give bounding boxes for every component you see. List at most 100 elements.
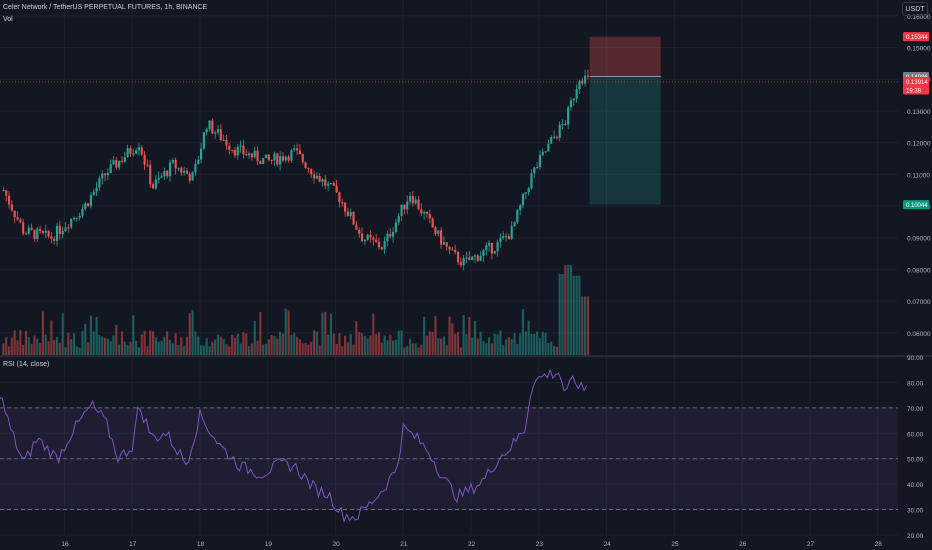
candle-body	[276, 153, 279, 165]
rsi-label[interactable]: RSI (14, close)	[3, 361, 50, 368]
price-tick-label: 0.12000	[907, 141, 931, 148]
candle-body	[270, 159, 273, 161]
price-badge-label: 0.10044	[906, 203, 928, 209]
volume-bar	[199, 345, 203, 355]
volume-bar	[202, 345, 205, 355]
volume-bar	[89, 315, 92, 355]
candle-body	[406, 201, 409, 210]
volume-bar	[154, 337, 157, 355]
volume-bar	[50, 320, 53, 355]
volume-bar	[321, 312, 324, 355]
candle-body	[53, 238, 56, 241]
volume-bar	[536, 331, 539, 355]
volume-bar	[544, 332, 547, 355]
volume-bar	[160, 340, 163, 355]
volume-bar	[471, 337, 474, 355]
candle-body	[555, 136, 558, 138]
volume-bar	[151, 331, 155, 355]
volume-bar	[380, 342, 383, 355]
rsi-tick-label: 30.00	[907, 508, 924, 515]
candle-body	[67, 227, 70, 229]
candle-body	[225, 139, 228, 146]
candle-body	[544, 151, 547, 153]
position-tool[interactable]	[0, 36, 898, 205]
candle-body	[16, 217, 19, 220]
candle-body	[36, 228, 39, 240]
candle-body	[115, 160, 118, 168]
candle-body	[214, 132, 217, 134]
volume-bar	[527, 320, 530, 355]
price-badge-label: 0.13914	[906, 80, 928, 86]
volume-bar	[454, 333, 457, 355]
volume-bar	[344, 335, 347, 355]
volume-bar	[304, 342, 307, 355]
volume-bar	[394, 339, 397, 355]
time-tick-label: 24	[604, 541, 612, 548]
volume-bar	[442, 336, 445, 355]
candle-body	[538, 155, 541, 168]
time-tick-label: 16	[61, 541, 69, 548]
candle-body	[160, 176, 163, 178]
candle-body	[290, 150, 293, 161]
time-tick-label: 22	[468, 541, 476, 548]
volume-bar	[36, 338, 39, 355]
candle-body	[490, 242, 493, 254]
volume-bar	[496, 334, 499, 355]
volume-bar	[115, 324, 118, 355]
volume-bar	[312, 330, 316, 355]
candle-body	[50, 236, 53, 239]
candle-body	[329, 183, 333, 185]
price-tick-label: 0.15000	[907, 46, 931, 53]
candle-body	[462, 258, 465, 266]
volume-label[interactable]: Vol	[3, 16, 13, 23]
candle-body	[287, 156, 290, 161]
candle-body	[143, 154, 146, 165]
candle-body	[231, 149, 234, 151]
volume-bar	[92, 331, 95, 355]
candle-body	[55, 225, 59, 241]
candle-body	[112, 160, 115, 165]
candle-body	[392, 232, 395, 237]
volume-bar	[403, 347, 406, 355]
candle-body	[298, 150, 301, 155]
volume-bar	[533, 333, 536, 355]
volume-bar	[428, 331, 431, 355]
time-tick-label: 25	[671, 541, 679, 548]
symbol-title[interactable]: Celer Network / TetherUS PERPETUAL FUTUR…	[3, 4, 208, 11]
candle-body	[468, 257, 471, 261]
candle-body	[140, 147, 143, 155]
volume-bar	[13, 330, 16, 355]
candle-body	[58, 225, 61, 235]
candle-body	[552, 136, 556, 138]
volume-bar	[386, 340, 389, 355]
candle-body	[151, 184, 155, 189]
candle-body	[493, 250, 496, 254]
candle-body	[208, 120, 211, 130]
volume-bar	[267, 339, 270, 355]
candle-body	[440, 230, 443, 245]
volume-bar	[270, 335, 273, 355]
volume-bar	[488, 337, 491, 355]
rsi-tick-label: 70.00	[907, 406, 924, 413]
candle-body	[321, 179, 324, 182]
price-tick-label: 0.09000	[907, 236, 931, 243]
candle-body	[146, 164, 149, 166]
volume-bar	[264, 343, 268, 355]
rsi-tick-label: 90.00	[907, 355, 924, 362]
volume-bar	[552, 345, 556, 355]
candle-body	[394, 222, 397, 233]
volume-bar	[101, 336, 104, 355]
volume-bar	[290, 335, 293, 355]
candle-body	[578, 80, 581, 90]
candle-body	[380, 247, 383, 250]
volume-bar	[245, 333, 248, 355]
candle-body	[318, 175, 321, 182]
volume-bar	[78, 347, 81, 355]
volume-bar	[112, 335, 115, 355]
volume-bar	[516, 344, 519, 355]
volume-bar	[84, 323, 87, 355]
candle-body	[135, 150, 138, 154]
volume-bar	[389, 335, 392, 355]
currency-button[interactable]: USDT	[902, 2, 928, 16]
